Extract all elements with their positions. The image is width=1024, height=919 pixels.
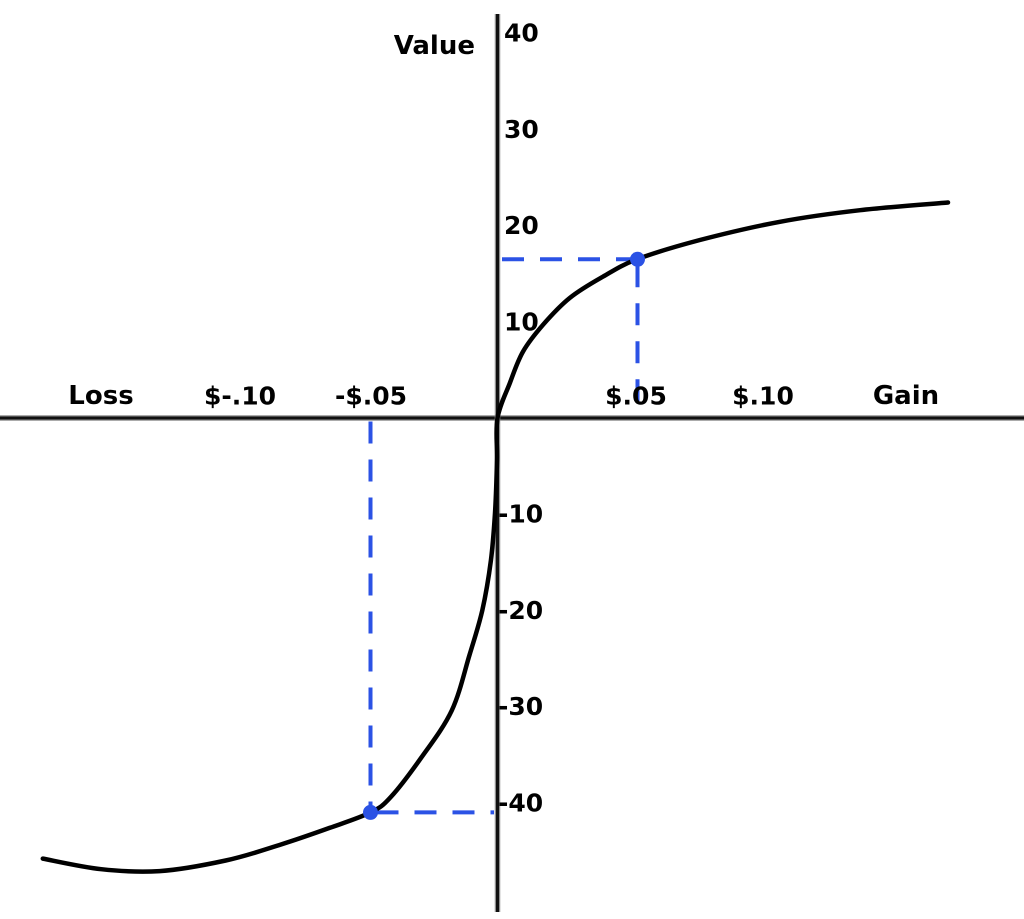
y-tick-label: 30 xyxy=(504,115,539,144)
x-axis-tick-labels: $-.10 -$.05 $.05 $.10 xyxy=(204,382,794,411)
y-tick-label: -10 xyxy=(498,500,543,529)
y-tick-label: 10 xyxy=(504,307,539,336)
x-tick-label: -$.05 xyxy=(335,382,407,411)
y-tick-label: -30 xyxy=(498,692,543,721)
annotation-guides xyxy=(368,257,640,815)
axes xyxy=(0,14,1024,912)
y-tick-label: 40 xyxy=(504,19,539,48)
x-tick-label: $.10 xyxy=(732,382,794,411)
x-axis-loss-label: Loss xyxy=(68,381,133,411)
value-function-curve xyxy=(40,200,951,874)
y-axis-tick-labels: 40 30 20 10 -10 -20 -30 -40 xyxy=(498,19,543,818)
x-tick-label: $.05 xyxy=(605,382,667,411)
x-tick-label: $-.10 xyxy=(204,382,276,411)
dot-gain-point xyxy=(630,251,645,267)
y-axis-title: Value xyxy=(394,31,475,61)
x-axis-gain-label: Gain xyxy=(873,381,939,411)
y-tick-label: -40 xyxy=(498,788,543,817)
annotation-points xyxy=(363,251,645,820)
dot-loss-point xyxy=(363,804,378,820)
y-tick-label: -20 xyxy=(498,596,543,625)
y-tick-label: 20 xyxy=(504,211,539,240)
